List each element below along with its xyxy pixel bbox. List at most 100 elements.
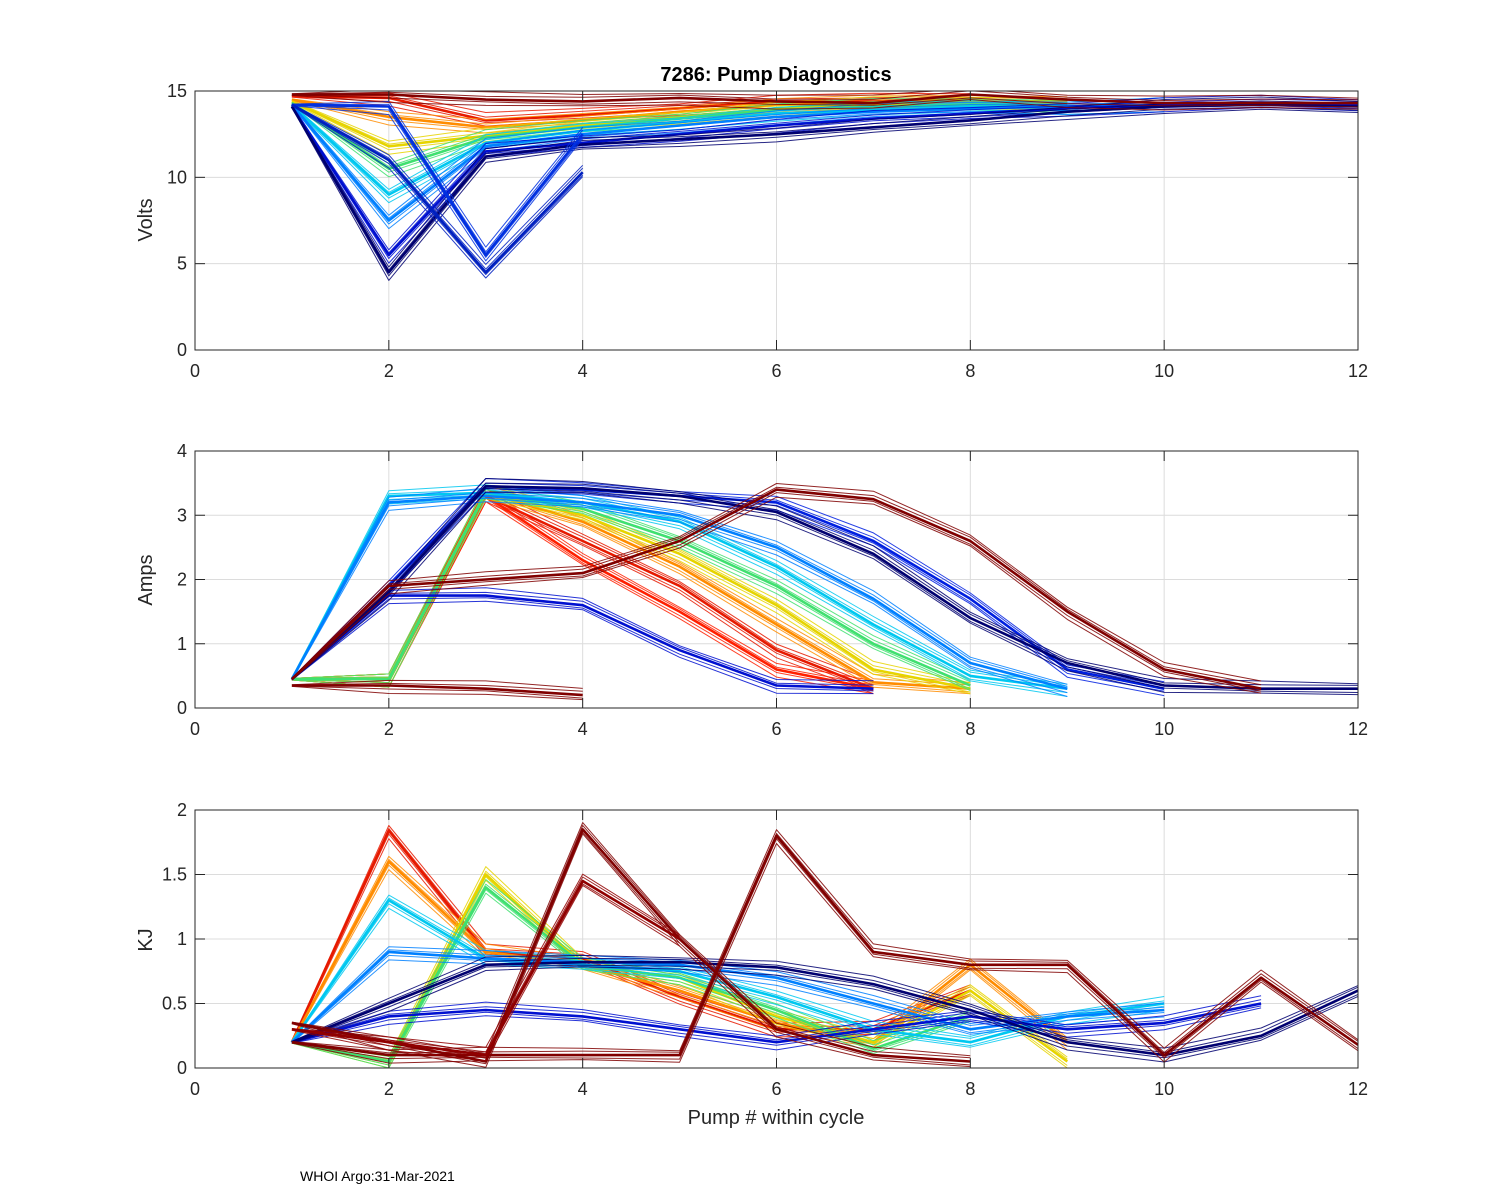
x-tick-label: 4 [578, 1079, 588, 1099]
series-line-1 [291, 858, 1068, 1042]
series-line-9 [291, 488, 1358, 693]
y-tick-label: 0 [177, 1058, 187, 1078]
y-axis-label-amps: Amps [135, 554, 157, 605]
series-line-11 [291, 496, 1262, 694]
series-line-9 [291, 838, 1358, 1060]
x-tick-label: 6 [771, 1079, 781, 1099]
y-axis-label-volts: Volts [135, 198, 157, 241]
series-line-10 [291, 873, 680, 1048]
series-line-6 [291, 492, 1068, 687]
series-line-5 [290, 491, 1068, 690]
series-line-6 [291, 999, 1262, 1043]
series-line-6 [291, 1007, 1262, 1051]
y-tick-label: 1.5 [162, 865, 187, 885]
series-line-9 [291, 103, 584, 265]
series-line-9 [291, 103, 584, 270]
y-tick-label: 1 [177, 929, 187, 949]
series-line-5 [291, 498, 1068, 697]
x-tick-label: 10 [1154, 361, 1174, 381]
series-line-1 [291, 855, 1068, 1042]
series-line-5 [291, 97, 1165, 216]
series-line-4 [291, 494, 971, 690]
y-tick-label: 0.5 [162, 994, 187, 1014]
series-line-6 [291, 497, 1068, 694]
series-line-6 [291, 1005, 1262, 1046]
chart-title: 7286: Pump Diagnostics [660, 64, 891, 86]
series-line-3 [291, 98, 1068, 164]
y-tick-label: 1 [177, 634, 187, 654]
series-line-7 [291, 597, 874, 692]
x-tick-label: 2 [384, 1079, 394, 1099]
x-tick-label: 12 [1348, 361, 1368, 381]
series-line-8 [291, 105, 584, 262]
x-tick-label: 6 [771, 719, 781, 739]
series-line-6 [291, 94, 1358, 251]
x-tick-label: 2 [384, 361, 394, 381]
series-line-8 [291, 831, 971, 1066]
y-tick-label: 2 [177, 800, 187, 820]
series-line-10 [291, 685, 583, 699]
y-tick-label: 2 [177, 570, 187, 590]
series-line-1 [291, 94, 1068, 120]
series-line-4 [291, 484, 971, 681]
x-tick-label: 6 [771, 361, 781, 381]
series-line-10 [291, 94, 1358, 108]
x-tick-label: 8 [965, 361, 975, 381]
series-line-10 [291, 883, 680, 1058]
series-line-8 [291, 104, 584, 258]
series-line-7 [290, 103, 1358, 274]
series-line-9 [291, 482, 1358, 686]
series-line-6 [291, 487, 1068, 685]
x-tick-label: 8 [965, 1079, 975, 1099]
x-tick-label: 0 [190, 1079, 200, 1099]
series-line-10 [291, 682, 583, 692]
x-tick-label: 8 [965, 719, 975, 739]
y-tick-label: 10 [167, 167, 187, 187]
series-line-8 [291, 822, 971, 1057]
series-line-9 [291, 104, 584, 275]
series-line-3 [291, 889, 971, 1066]
x-tick-label: 0 [190, 361, 200, 381]
series-line-5 [291, 484, 1068, 685]
series-line-6 [291, 501, 1068, 697]
x-tick-label: 12 [1348, 1079, 1368, 1099]
footer-stamp: WHOI Argo:31-Mar-2021 [300, 1168, 455, 1184]
series-line-4 [291, 491, 971, 687]
series-line-9 [291, 491, 1358, 696]
series-group [290, 822, 1358, 1068]
y-tick-label: 0 [177, 340, 187, 360]
series-line-7 [291, 960, 1358, 1057]
series-line-11 [291, 486, 1262, 686]
series-line-8 [291, 100, 584, 248]
series-line-8 [291, 478, 1165, 683]
x-tick-label: 4 [578, 719, 588, 739]
series-line-10 [291, 685, 583, 701]
y-tick-label: 5 [177, 254, 187, 274]
series-line-10 [291, 93, 1358, 105]
x-tick-label: 4 [578, 361, 588, 381]
series-line-4 [291, 97, 1165, 190]
series-line-1 [291, 864, 1068, 1047]
series-line-7 [291, 966, 1358, 1063]
series-line-1 [291, 869, 1068, 1051]
series-line-10 [291, 876, 680, 1053]
series-line-8 [291, 103, 584, 257]
series-line-10 [291, 884, 680, 1062]
x-tick-label: 10 [1154, 719, 1174, 739]
series-line-8 [291, 103, 584, 253]
panel-kj: 0 2 4 6 8 10 12 0 0.5 1 1.5 2 KJ Pump # within cycle [135, 800, 1368, 1129]
series-line-9 [291, 829, 1358, 1052]
y-tick-label: 3 [177, 505, 187, 525]
series-line-6 [291, 98, 1358, 254]
x-tick-label: 0 [190, 719, 200, 739]
series-line-7 [291, 600, 874, 695]
series-line-7 [291, 96, 1358, 268]
panel-volts: 0 2 4 6 8 10 12 0 5 10 15 7286: Pump Diagnostics Vol… [135, 64, 1368, 381]
x-axis-label: Pump # within cycle [688, 1107, 865, 1129]
x-tick-label: 2 [384, 719, 394, 739]
series-line-7 [291, 107, 1358, 281]
series-line-9 [291, 103, 584, 274]
series-line-10 [291, 679, 583, 689]
